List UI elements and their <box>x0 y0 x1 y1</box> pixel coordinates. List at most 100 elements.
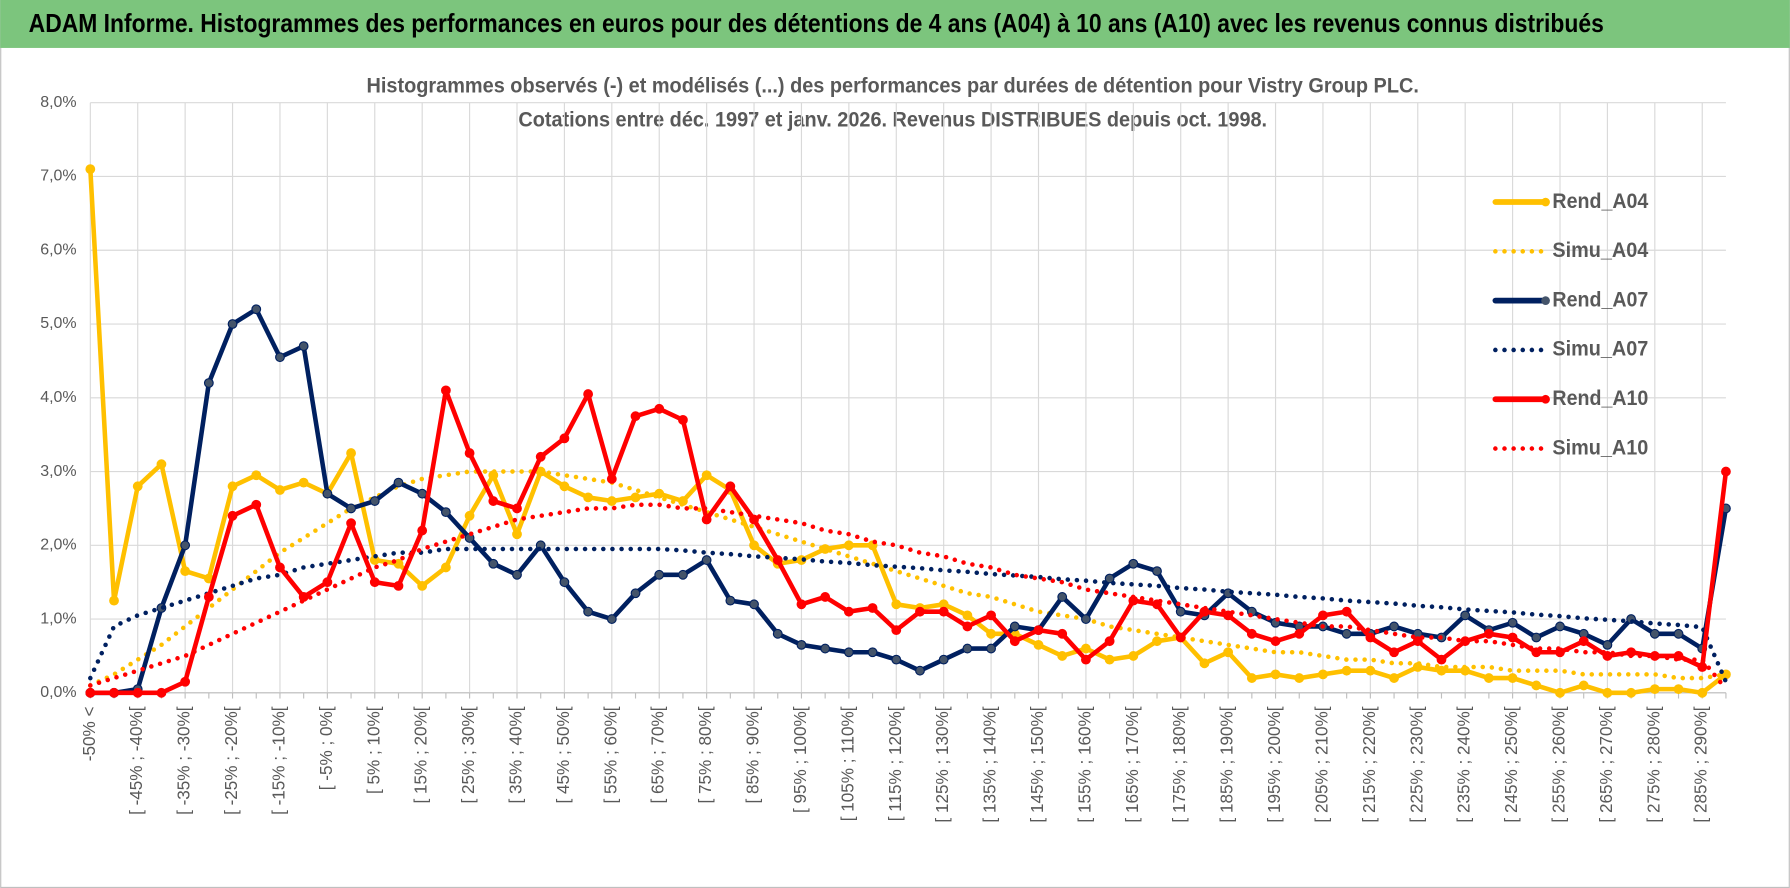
series-marker <box>1294 628 1305 639</box>
series-marker <box>1721 466 1731 477</box>
series-marker <box>227 319 238 329</box>
series-marker <box>1626 687 1637 698</box>
series-marker <box>1033 625 1044 636</box>
legend-label: Rend_A07 <box>1552 286 1648 311</box>
legend-marker <box>1541 296 1550 305</box>
series-marker <box>1128 651 1139 661</box>
series-marker <box>1436 654 1447 665</box>
page-title: ADAM Informe. Histogrammes des performan… <box>29 8 1604 38</box>
series-marker <box>1507 673 1518 683</box>
series-marker <box>227 510 238 521</box>
x-tick-label: [ 285% ; 290%[ <box>1692 706 1711 822</box>
series-marker <box>1175 606 1186 617</box>
series-marker <box>1555 621 1565 632</box>
series-marker <box>1673 684 1684 695</box>
series-marker <box>1270 636 1281 647</box>
series-marker <box>1602 687 1613 698</box>
series-marker <box>275 562 285 573</box>
series-marker <box>1246 673 1257 683</box>
series-marker <box>440 385 451 396</box>
series-marker <box>417 580 428 591</box>
series-marker <box>583 492 594 503</box>
series-marker <box>1081 643 1091 654</box>
x-tick-label: [ -5% ; 0%[ <box>317 706 336 790</box>
series-marker <box>962 643 973 654</box>
series-marker <box>464 510 475 521</box>
series-marker <box>1104 573 1115 584</box>
series-marker <box>85 687 96 698</box>
x-tick-label: [ 205% ; 210%[ <box>1312 706 1331 822</box>
series-marker <box>1128 558 1139 569</box>
series-marker <box>464 448 475 459</box>
series-marker <box>1389 647 1399 658</box>
x-tick-label: [ -45% ; -40%[ <box>127 706 146 815</box>
series-marker <box>749 599 759 610</box>
series-marker <box>132 481 143 492</box>
series-marker <box>583 389 594 399</box>
y-tick-label: 6,0% <box>40 241 76 258</box>
series-marker <box>1318 669 1328 680</box>
series-marker <box>678 569 688 580</box>
series-marker <box>867 647 878 658</box>
series-marker <box>1341 628 1352 639</box>
series-marker <box>654 403 665 414</box>
series-marker <box>369 496 380 506</box>
series-marker <box>1057 651 1068 661</box>
series-marker <box>251 499 262 510</box>
series-marker <box>986 610 996 621</box>
y-tick-label: 7,0% <box>40 168 76 185</box>
series-marker <box>1152 566 1162 577</box>
series-marker <box>1246 628 1257 639</box>
series-marker <box>1649 628 1660 639</box>
series-marker <box>867 603 878 613</box>
series-marker <box>820 592 831 602</box>
series-marker <box>1081 614 1091 624</box>
series-marker <box>1033 639 1044 650</box>
series-marker <box>512 503 522 514</box>
series-marker <box>369 577 380 588</box>
series-marker <box>1341 665 1352 676</box>
series-marker <box>938 606 949 617</box>
series-marker <box>180 540 191 551</box>
y-tick-label: 0,0% <box>40 684 76 701</box>
chart-subtitle: Cotations entre déc. 1997 et janv. 2026.… <box>518 107 1267 132</box>
series-marker <box>1009 636 1020 647</box>
x-tick-label: [ 25% ; 30%[ <box>459 706 478 803</box>
x-tick-label: [ -35% ; -30%[ <box>175 706 194 815</box>
series-marker <box>606 474 617 484</box>
series-marker <box>559 481 570 492</box>
series-marker <box>109 687 119 698</box>
x-tick-label: [ 5% ; 10%[ <box>364 706 383 794</box>
series-marker <box>1555 687 1565 698</box>
series-marker <box>725 595 736 606</box>
series-marker <box>535 451 546 462</box>
series-marker <box>1602 639 1613 650</box>
x-tick-label: [ 155% ; 160%[ <box>1075 706 1094 822</box>
legend-label: Simu_A07 <box>1552 336 1648 361</box>
series-marker <box>488 496 499 506</box>
x-tick-label: [ -25% ; -20%[ <box>222 706 241 815</box>
series-marker <box>156 687 167 698</box>
legend-label: Rend_A10 <box>1552 385 1648 410</box>
series-marker <box>1507 632 1518 643</box>
series-marker <box>251 304 262 315</box>
series-marker <box>393 477 404 488</box>
series-marker <box>1649 684 1660 695</box>
y-tick-label: 2,0% <box>40 537 76 554</box>
series-marker <box>1223 647 1234 658</box>
series-marker <box>417 488 428 499</box>
series-marker <box>1531 632 1542 643</box>
series-marker <box>1104 636 1115 647</box>
series-marker <box>322 488 333 499</box>
series-marker <box>1152 636 1162 647</box>
series-marker <box>346 448 356 459</box>
y-tick-label: 1,0% <box>40 610 76 627</box>
series-marker <box>606 614 617 624</box>
y-tick-label: 3,0% <box>40 463 76 480</box>
x-tick-label: [ 275% ; 280%[ <box>1644 706 1663 822</box>
y-tick-label: 5,0% <box>40 315 76 332</box>
series-marker <box>843 540 854 551</box>
series-marker <box>1483 673 1494 683</box>
series-marker <box>1483 628 1494 639</box>
legend-marker <box>1541 197 1550 207</box>
